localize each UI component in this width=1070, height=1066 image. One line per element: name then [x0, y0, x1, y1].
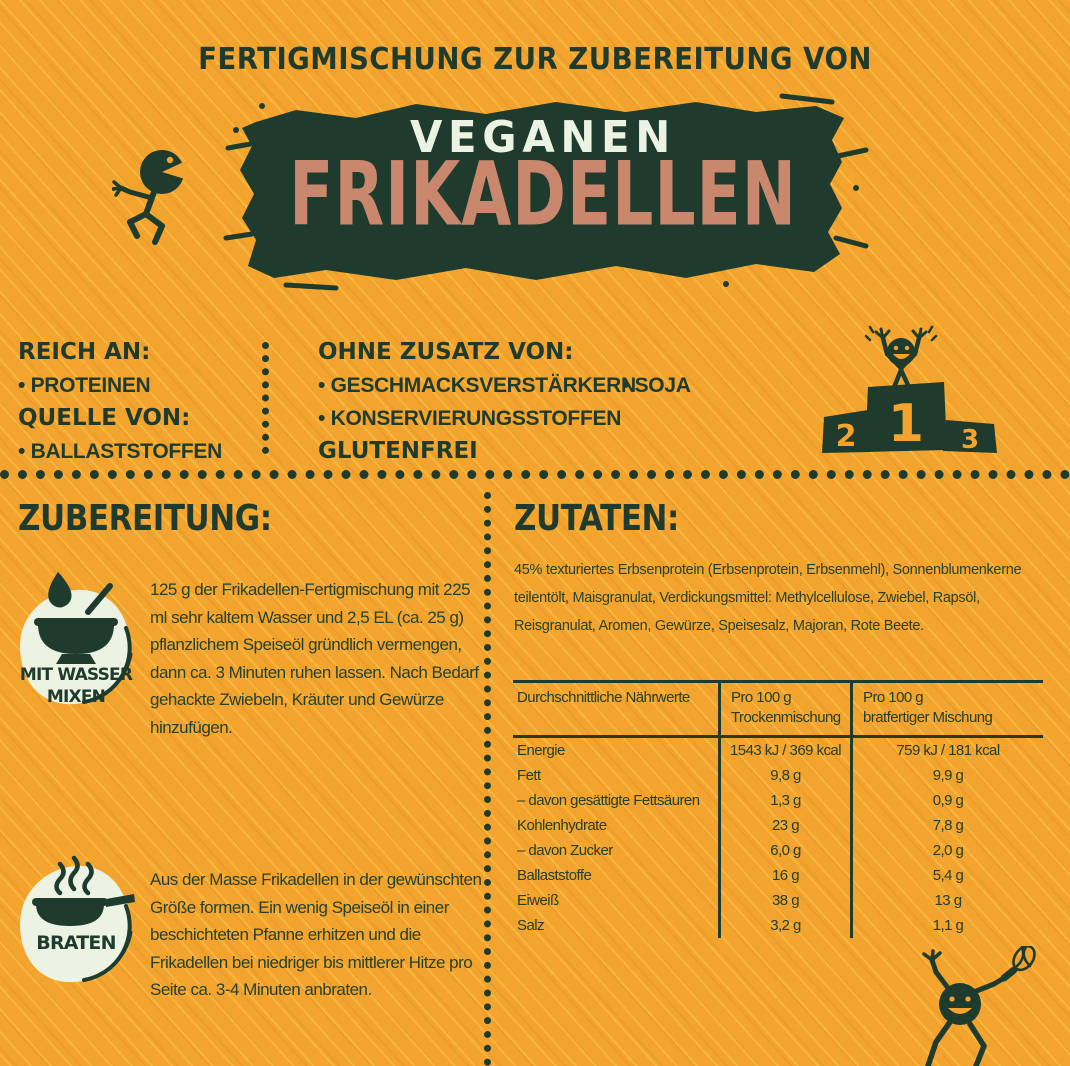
nutrition-row-dry: 9,8 g: [718, 763, 850, 788]
nutrition-row-prepared: 13 g: [850, 888, 1043, 913]
running-figure-icon: [112, 150, 188, 245]
nutrition-col-header-2: Pro 100 g bratfertiger Mischung: [850, 683, 1043, 738]
nutrition-row-label: Kohlenhydrate: [517, 817, 607, 834]
claim-header-rich: REICH AN:: [18, 339, 151, 365]
dotted-divider-claims: [262, 342, 269, 454]
nutrition-row-prepared: 759 kJ / 181 kcal: [850, 738, 1043, 763]
nutrition-row-dry: 38 g: [718, 888, 850, 913]
nutrition-row-prepared: 0,9 g: [850, 788, 1043, 813]
claim-item-preservatives: • KONSERVIERUNGSSTOFFEN: [318, 407, 622, 430]
nutrition-row-label: – davon gesättigte Fettsäuren: [517, 792, 700, 809]
nutrition-row-label: – davon Zucker: [517, 842, 613, 859]
product-title-line1: VEGANEN: [410, 112, 676, 163]
brush-stroke: [223, 93, 869, 291]
claim-glutenfree: GLUTENFREI: [318, 438, 478, 464]
podium-number-3: 3: [961, 425, 979, 455]
preparation-title: ZUBEREITUNG:: [18, 498, 272, 539]
preparation-step1-text: 125 g der Frikadellen-Fertigmischung mit…: [150, 580, 479, 737]
nutrition-row-prepared: 1,1 g: [850, 913, 1043, 938]
nutrition-row-dry: 1543 kJ / 369 kcal: [718, 738, 850, 763]
nutrition-row-label: Fett: [517, 767, 541, 784]
title-banner: VEGANEN FRIKADELLEN: [223, 88, 869, 291]
claim-item-fibre: • BALLASTSTOFFEN: [18, 440, 222, 463]
ingredients-text: 45% texturiertes Erbsenprotein (Erbsenpr…: [514, 562, 1022, 634]
nutrition-row-label: Eiweiß: [517, 892, 559, 909]
nutrition-row-label: Salz: [517, 917, 545, 934]
kicker-line: FERTIGMISCHUNG ZUR ZUBEREITUNG VON: [198, 42, 872, 77]
dotted-divider-horizontal: [0, 470, 1070, 479]
nutrition-row-dry: 3,2 g: [718, 913, 850, 938]
frying-pan-steam-icon: [20, 855, 135, 983]
product-title-line2: FRIKADELLEN: [289, 142, 797, 246]
nutrition-row-label: Ballaststoffe: [517, 867, 592, 884]
step-badge-mix-label: MIT WASSER MIXEN: [19, 665, 133, 707]
step-badge-fry: BRATEN: [14, 852, 142, 992]
step-badge-fry-label: BRATEN: [36, 932, 116, 954]
winner-podium-icon: 2 1 3: [822, 325, 997, 455]
podium-number-2: 2: [836, 419, 857, 454]
claim-item-soy: • SOJA: [622, 374, 691, 397]
nutrition-row-dry: 1,3 g: [718, 788, 850, 813]
nutrition-row-dry: 6,0 g: [718, 838, 850, 863]
nutrition-row-dry: 23 g: [718, 813, 850, 838]
nutrition-table: Durchschnittliche Nährwerte Pro 100 g Tr…: [513, 680, 1043, 938]
nutrition-row-label: Energie: [517, 742, 565, 759]
claim-header-source: QUELLE VON:: [18, 405, 191, 431]
claim-item-flavour-enhancers: • GESCHMACKSVERSTÄRKERN: [318, 374, 636, 397]
claims-left-column: REICH AN: • PROTEINEN QUELLE VON: • BALL…: [18, 336, 222, 468]
nutrition-row-prepared: 7,8 g: [850, 813, 1043, 838]
dotted-divider-vertical: [484, 492, 491, 1066]
claims-right-column: OHNE ZUSATZ VON: • GESCHMACKSVERSTÄRKERN…: [318, 336, 636, 468]
nutrition-row-prepared: 2,0 g: [850, 838, 1043, 863]
nutrition-row-dry: 16 g: [718, 863, 850, 888]
preparation-step2-text: Aus der Masse Frikadellen in der gewünsc…: [150, 870, 482, 999]
ingredients-title: ZUTATEN:: [514, 498, 679, 539]
nutrition-row-prepared: 9,9 g: [850, 763, 1043, 788]
step-badge-mix: MIT WASSER MIXEN: [14, 566, 142, 714]
nutrition-row-prepared: 5,4 g: [850, 863, 1043, 888]
nutrition-col-header-1: Pro 100 g Trockenmischung: [718, 683, 850, 738]
nutrition-col-header-0: Durchschnittliche Nährwerte: [513, 683, 718, 738]
claim-item-proteins: • PROTEINEN: [18, 374, 151, 397]
bowl-whisk-drop-icon: [20, 572, 133, 705]
podium-number-1: 1: [888, 394, 924, 454]
claim-header-without: OHNE ZUSATZ VON:: [318, 339, 574, 365]
cheering-whisk-figure-icon: [922, 946, 1036, 1066]
